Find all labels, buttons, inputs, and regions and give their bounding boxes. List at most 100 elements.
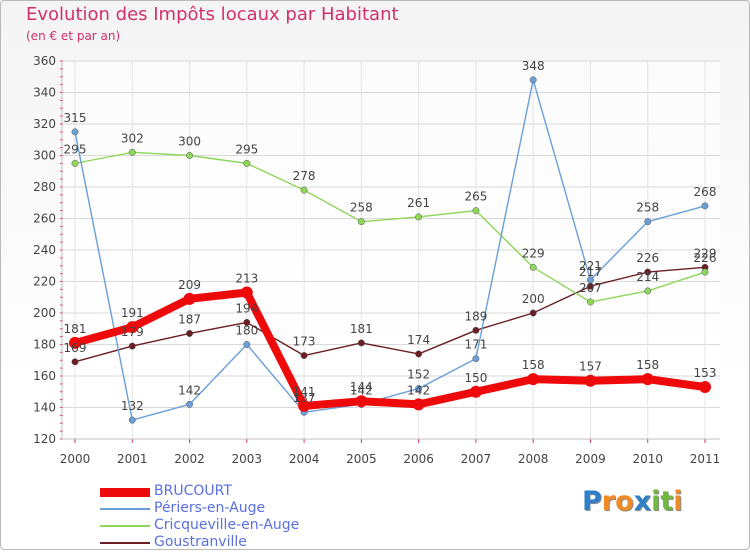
data-label-p-riers-en-auge: 315: [64, 111, 87, 125]
legend-label: Cricqueville-en-Auge: [154, 517, 300, 533]
data-point-cricqueville-en-auge: [243, 159, 251, 167]
data-label-cricqueville-en-auge: 214: [636, 270, 659, 284]
y-tick-label: 320: [33, 117, 56, 131]
data-label-p-riers-en-auge: 137: [293, 391, 316, 405]
series-line-cricqueville-en-auge: [74, 151, 706, 303]
data-point-cricqueville-en-auge: [701, 268, 709, 276]
data-point-goustranville: [357, 339, 365, 347]
data-point-brucourt: [126, 321, 139, 334]
legend-item-periers: Périers-en-Auge: [100, 500, 360, 518]
data-point-cricqueville-en-auge: [587, 298, 594, 306]
data-label-cricqueville-en-auge: 226: [694, 251, 717, 265]
data-point-p-riers-en-auge: [701, 202, 709, 210]
data-label-cricqueville-en-auge: 295: [235, 142, 258, 156]
data-point-goustranville: [529, 309, 537, 317]
y-tick-label: 240: [33, 243, 56, 257]
x-tick-label: 2007: [461, 452, 492, 466]
data-label-cricqueville-en-auge: 258: [350, 201, 373, 215]
data-label-cricqueville-en-auge: 261: [407, 196, 430, 210]
data-point-cricqueville-en-auge: [71, 159, 79, 167]
data-label-brucourt: 181: [64, 322, 87, 336]
data-label-p-riers-en-auge: 180: [235, 324, 258, 338]
data-label-cricqueville-en-auge: 300: [178, 135, 201, 149]
x-tick-label: 2010: [632, 452, 663, 466]
data-point-p-riers-en-auge: [71, 128, 79, 136]
logo-letter: t: [660, 486, 674, 517]
data-label-cricqueville-en-auge: 302: [121, 131, 144, 145]
x-tick-label: 2008: [518, 452, 549, 466]
logo-letter: P: [582, 486, 602, 517]
data-label-goustranville: 187: [178, 312, 201, 326]
y-tick-label: 220: [33, 275, 56, 289]
y-tick-label: 300: [33, 149, 56, 163]
data-label-cricqueville-en-auge: 229: [522, 246, 545, 260]
logo-letter: r: [601, 486, 616, 517]
y-tick-label: 140: [33, 401, 56, 415]
data-point-brucourt: [527, 373, 540, 386]
data-label-goustranville: 173: [293, 335, 316, 349]
data-point-brucourt: [298, 399, 311, 412]
data-label-goustranville: 226: [636, 251, 659, 265]
legend-swatch-cricqueville: [100, 525, 150, 527]
data-label-p-riers-en-auge: 132: [121, 399, 144, 413]
data-point-cricqueville-en-auge: [186, 152, 193, 159]
data-label-goustranville: 217: [579, 265, 602, 279]
x-tick-label: 2000: [60, 452, 91, 466]
logo-letter: i: [651, 486, 661, 517]
series-line-brucourt: [73, 288, 706, 410]
data-point-brucourt: [240, 286, 253, 299]
data-point-cricqueville-en-auge: [472, 207, 480, 215]
data-label-p-riers-en-auge: 142: [350, 383, 373, 397]
proxiti-logo: Proxiti: [582, 486, 683, 517]
data-label-brucourt: 157: [579, 360, 602, 374]
x-tick-label: 2004: [289, 452, 320, 466]
data-point-brucourt: [641, 373, 654, 386]
data-point-goustranville: [415, 350, 423, 358]
data-label-brucourt: 191: [121, 306, 144, 320]
line-chart: 120 140 160 180 200 220 240 260 280 300 320 340 360 2…: [33, 54, 720, 466]
data-label-cricqueville-en-auge: 265: [464, 190, 487, 204]
legend-swatch-goustranville: [100, 542, 150, 544]
data-label-p-riers-en-auge: 221: [579, 259, 602, 273]
data-label-p-riers-en-auge: 348: [522, 59, 545, 73]
x-tick-label: 2001: [117, 452, 148, 466]
data-point-p-riers-en-auge: [644, 218, 652, 226]
data-point-brucourt: [412, 398, 425, 411]
data-point-p-riers-en-auge: [529, 76, 537, 84]
legend-swatch-brucourt: [100, 488, 150, 497]
legend-swatch-periers: [100, 508, 150, 510]
legend-label: BRUCOURT: [154, 483, 232, 499]
data-label-brucourt: 158: [636, 358, 659, 372]
data-label-goustranville: 200: [522, 292, 545, 306]
data-label-goustranville: 181: [350, 322, 373, 336]
y-tick-label: 120: [33, 432, 56, 446]
logo-letter: i: [673, 486, 683, 517]
data-label-brucourt: 144: [350, 380, 373, 394]
data-label-brucourt: 158: [522, 358, 545, 372]
data-label-brucourt: 141: [293, 385, 316, 399]
legend-item-cricqueville: Cricqueville-en-Auge: [100, 517, 360, 535]
data-point-brucourt: [584, 374, 597, 387]
data-point-brucourt: [69, 336, 81, 349]
legend: BRUCOURT Périers-en-Auge Cricqueville-en…: [100, 483, 360, 552]
data-point-p-riers-en-auge: [128, 416, 136, 424]
data-point-cricqueville-en-auge: [357, 218, 365, 226]
data-label-cricqueville-en-auge: 207: [579, 281, 602, 295]
data-label-brucourt: 153: [694, 366, 717, 380]
data-point-p-riers-en-auge: [415, 385, 423, 393]
x-tick-label: 2003: [232, 452, 263, 466]
chart-title: Evolution des Impôts locaux par Habitant: [26, 4, 399, 25]
data-label-brucourt: 150: [464, 371, 487, 385]
data-point-brucourt: [699, 381, 711, 394]
data-label-goustranville: 179: [121, 325, 144, 339]
series-line-goustranville: [74, 266, 706, 363]
data-point-goustranville: [300, 352, 308, 359]
legend-label: Goustranville: [154, 534, 247, 550]
data-point-p-riers-en-auge: [186, 400, 193, 408]
data-point-cricqueville-en-auge: [300, 186, 308, 194]
series-line-p-riers-en-auge: [74, 79, 706, 421]
logo-letter: o: [615, 486, 634, 517]
data-label-goustranville: 189: [464, 309, 487, 323]
legend-item-brucourt: BRUCOURT: [100, 483, 360, 501]
data-label-goustranville: 169: [64, 341, 87, 355]
